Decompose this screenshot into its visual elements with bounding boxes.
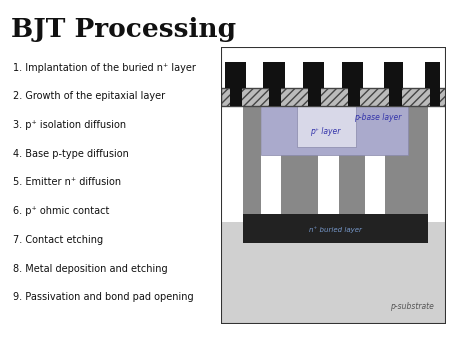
Text: p⁺ layer: p⁺ layer	[310, 127, 340, 137]
Text: 4. Base p-type diffusion: 4. Base p-type diffusion	[13, 149, 129, 159]
Bar	[269, 88, 281, 106]
Bar	[364, 106, 385, 222]
Bar	[430, 88, 440, 106]
Text: p-base layer: p-base layer	[354, 113, 402, 122]
Bar	[220, 222, 446, 324]
Text: 7. Contact etching: 7. Contact etching	[13, 235, 103, 245]
Text: p-substrate: p-substrate	[390, 303, 434, 312]
Bar	[308, 88, 320, 106]
Bar	[347, 88, 360, 106]
Bar	[319, 106, 338, 222]
Bar	[263, 62, 284, 88]
Text: 9. Passivation and bond pad opening: 9. Passivation and bond pad opening	[13, 292, 193, 303]
Bar	[225, 62, 247, 88]
Bar	[428, 106, 446, 222]
Bar	[243, 214, 428, 243]
Bar	[302, 62, 324, 88]
Bar	[230, 88, 242, 106]
Bar	[261, 106, 281, 222]
Text: 8. Metal deposition and etching: 8. Metal deposition and etching	[13, 264, 167, 274]
Text: 5. Emitter n⁺ diffusion: 5. Emitter n⁺ diffusion	[13, 177, 121, 188]
Text: 6. p⁺ ohmic contact: 6. p⁺ ohmic contact	[13, 206, 109, 216]
Bar	[383, 62, 403, 88]
Bar	[220, 88, 446, 106]
Text: 1. Implantation of the buried n⁺ layer: 1. Implantation of the buried n⁺ layer	[13, 63, 195, 73]
Text: 3. p⁺ isolation diffusion: 3. p⁺ isolation diffusion	[13, 120, 126, 130]
Text: n⁺ buried layer: n⁺ buried layer	[309, 226, 362, 233]
Bar	[261, 106, 409, 155]
Bar	[389, 88, 401, 106]
Bar	[220, 106, 243, 222]
Bar	[342, 62, 364, 88]
Bar	[220, 106, 446, 222]
Bar	[425, 62, 440, 88]
Bar	[297, 106, 356, 146]
Text: 2. Growth of the epitaxial layer: 2. Growth of the epitaxial layer	[13, 91, 165, 101]
Text: BJT Processing: BJT Processing	[11, 17, 236, 42]
